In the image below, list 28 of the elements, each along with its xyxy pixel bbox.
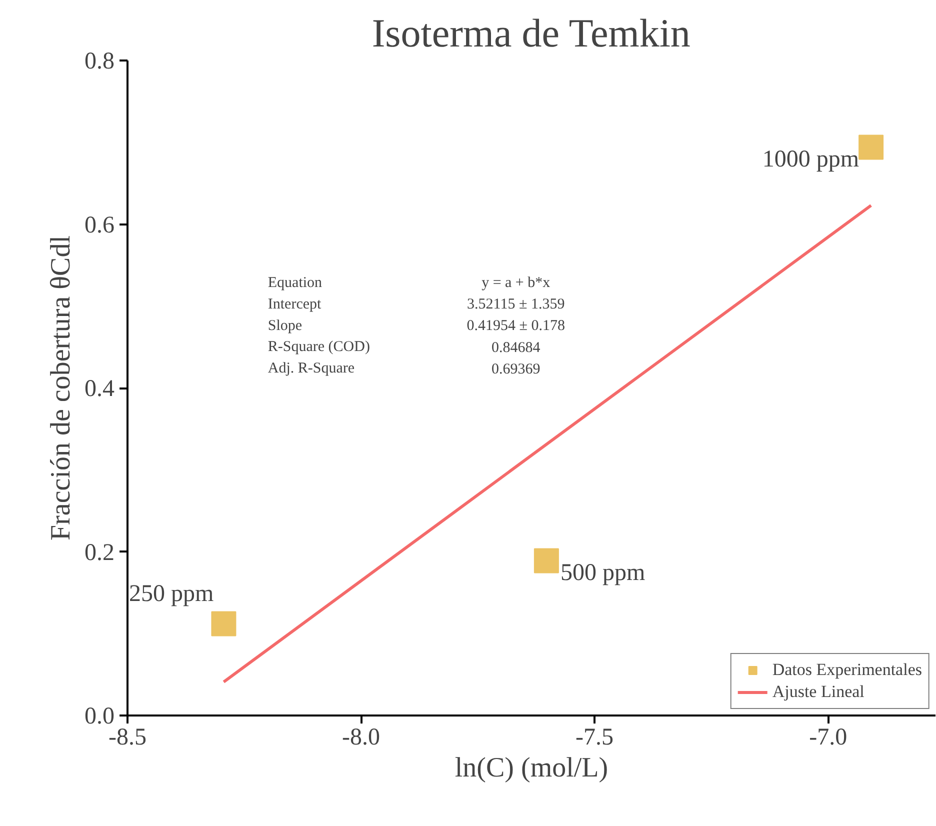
annotation: 0.84684 (491, 340, 541, 356)
x-tick-label: -7.5 (576, 724, 614, 750)
y-tick-label: 0.4 (84, 376, 114, 402)
annotation: Adj. R-Square (268, 360, 355, 376)
legend-label: Ajuste Lineal (772, 682, 864, 702)
point (858, 134, 884, 160)
point (211, 611, 236, 636)
x-axis-title: ln(C) (mol/L) (454, 752, 608, 784)
legend-label: Datos Experimentales (772, 660, 922, 680)
annotation: R-Square (COD) (268, 339, 370, 356)
annotation: Slope (268, 318, 302, 334)
y-tick-label: 0.2 (84, 540, 114, 566)
annotation: 1000 ppm (762, 146, 860, 172)
chart-title: Isoterma de Temkin (372, 10, 690, 56)
annotation: 0.69369 (491, 361, 540, 378)
y-tick-label: 0.6 (84, 212, 114, 238)
point (534, 548, 559, 574)
annotation: y = a + b*x (482, 275, 551, 292)
y-axis-title: Fracción de cobertura θCdl (46, 235, 76, 540)
annotation: Intercept (268, 296, 322, 312)
annotation: 0.41954 ± 0.178 (466, 318, 565, 334)
annotation: 500 ppm (560, 560, 646, 586)
annotation: Equation (268, 275, 323, 292)
x-tick-label: -7.0 (809, 724, 848, 750)
y-tick-label: 0.8 (84, 48, 114, 74)
annotation: 250 ppm (129, 580, 214, 607)
x-tick-label: -8.0 (342, 724, 380, 750)
annotation: 3.52115 ± 1.359 (467, 296, 565, 312)
